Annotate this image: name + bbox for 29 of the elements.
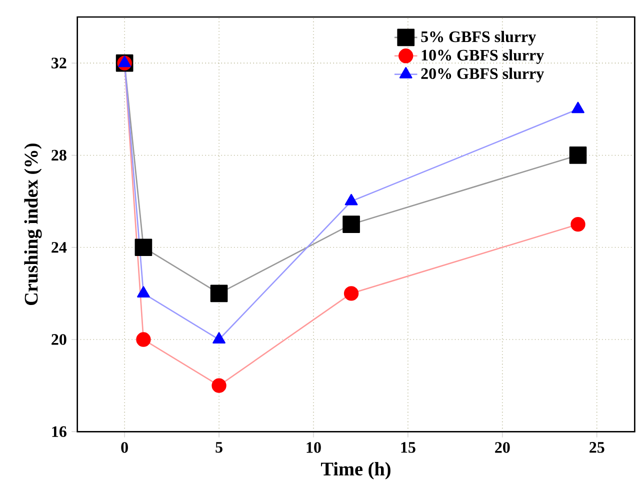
point — [344, 194, 358, 206]
x-tick-label: 5 — [216, 442, 222, 453]
x-tick-label: 15 — [401, 442, 416, 453]
y-tick-label: 16 — [52, 426, 66, 438]
point — [212, 378, 226, 393]
point — [118, 56, 132, 68]
point — [569, 146, 587, 164]
x-tick-label: 20 — [495, 442, 510, 453]
x-axis-title: Time (h) — [321, 462, 390, 480]
legend-label: 10% GBFS slurry — [422, 49, 544, 64]
point — [212, 332, 226, 344]
y-axis-title: Crushing index (%) — [24, 144, 42, 306]
y-tick-label: 24 — [52, 242, 67, 253]
y-tick-label: 20 — [52, 334, 66, 345]
y-tick-label: 32 — [52, 58, 66, 68]
point — [344, 286, 359, 301]
x-tick-label: 10 — [306, 442, 321, 453]
x-tick-label: 0 — [121, 442, 128, 453]
legend-label: 5% GBFS slurry — [421, 30, 536, 46]
point — [134, 238, 152, 256]
point — [342, 216, 360, 234]
y-tick-label: 28 — [52, 150, 66, 161]
x-tick-label: 25 — [590, 442, 604, 453]
point — [137, 286, 150, 298]
point — [572, 102, 584, 114]
point — [210, 284, 228, 302]
legend-label: 20% GBFS slurry — [421, 68, 544, 82]
point — [136, 332, 151, 347]
point — [570, 216, 586, 232]
